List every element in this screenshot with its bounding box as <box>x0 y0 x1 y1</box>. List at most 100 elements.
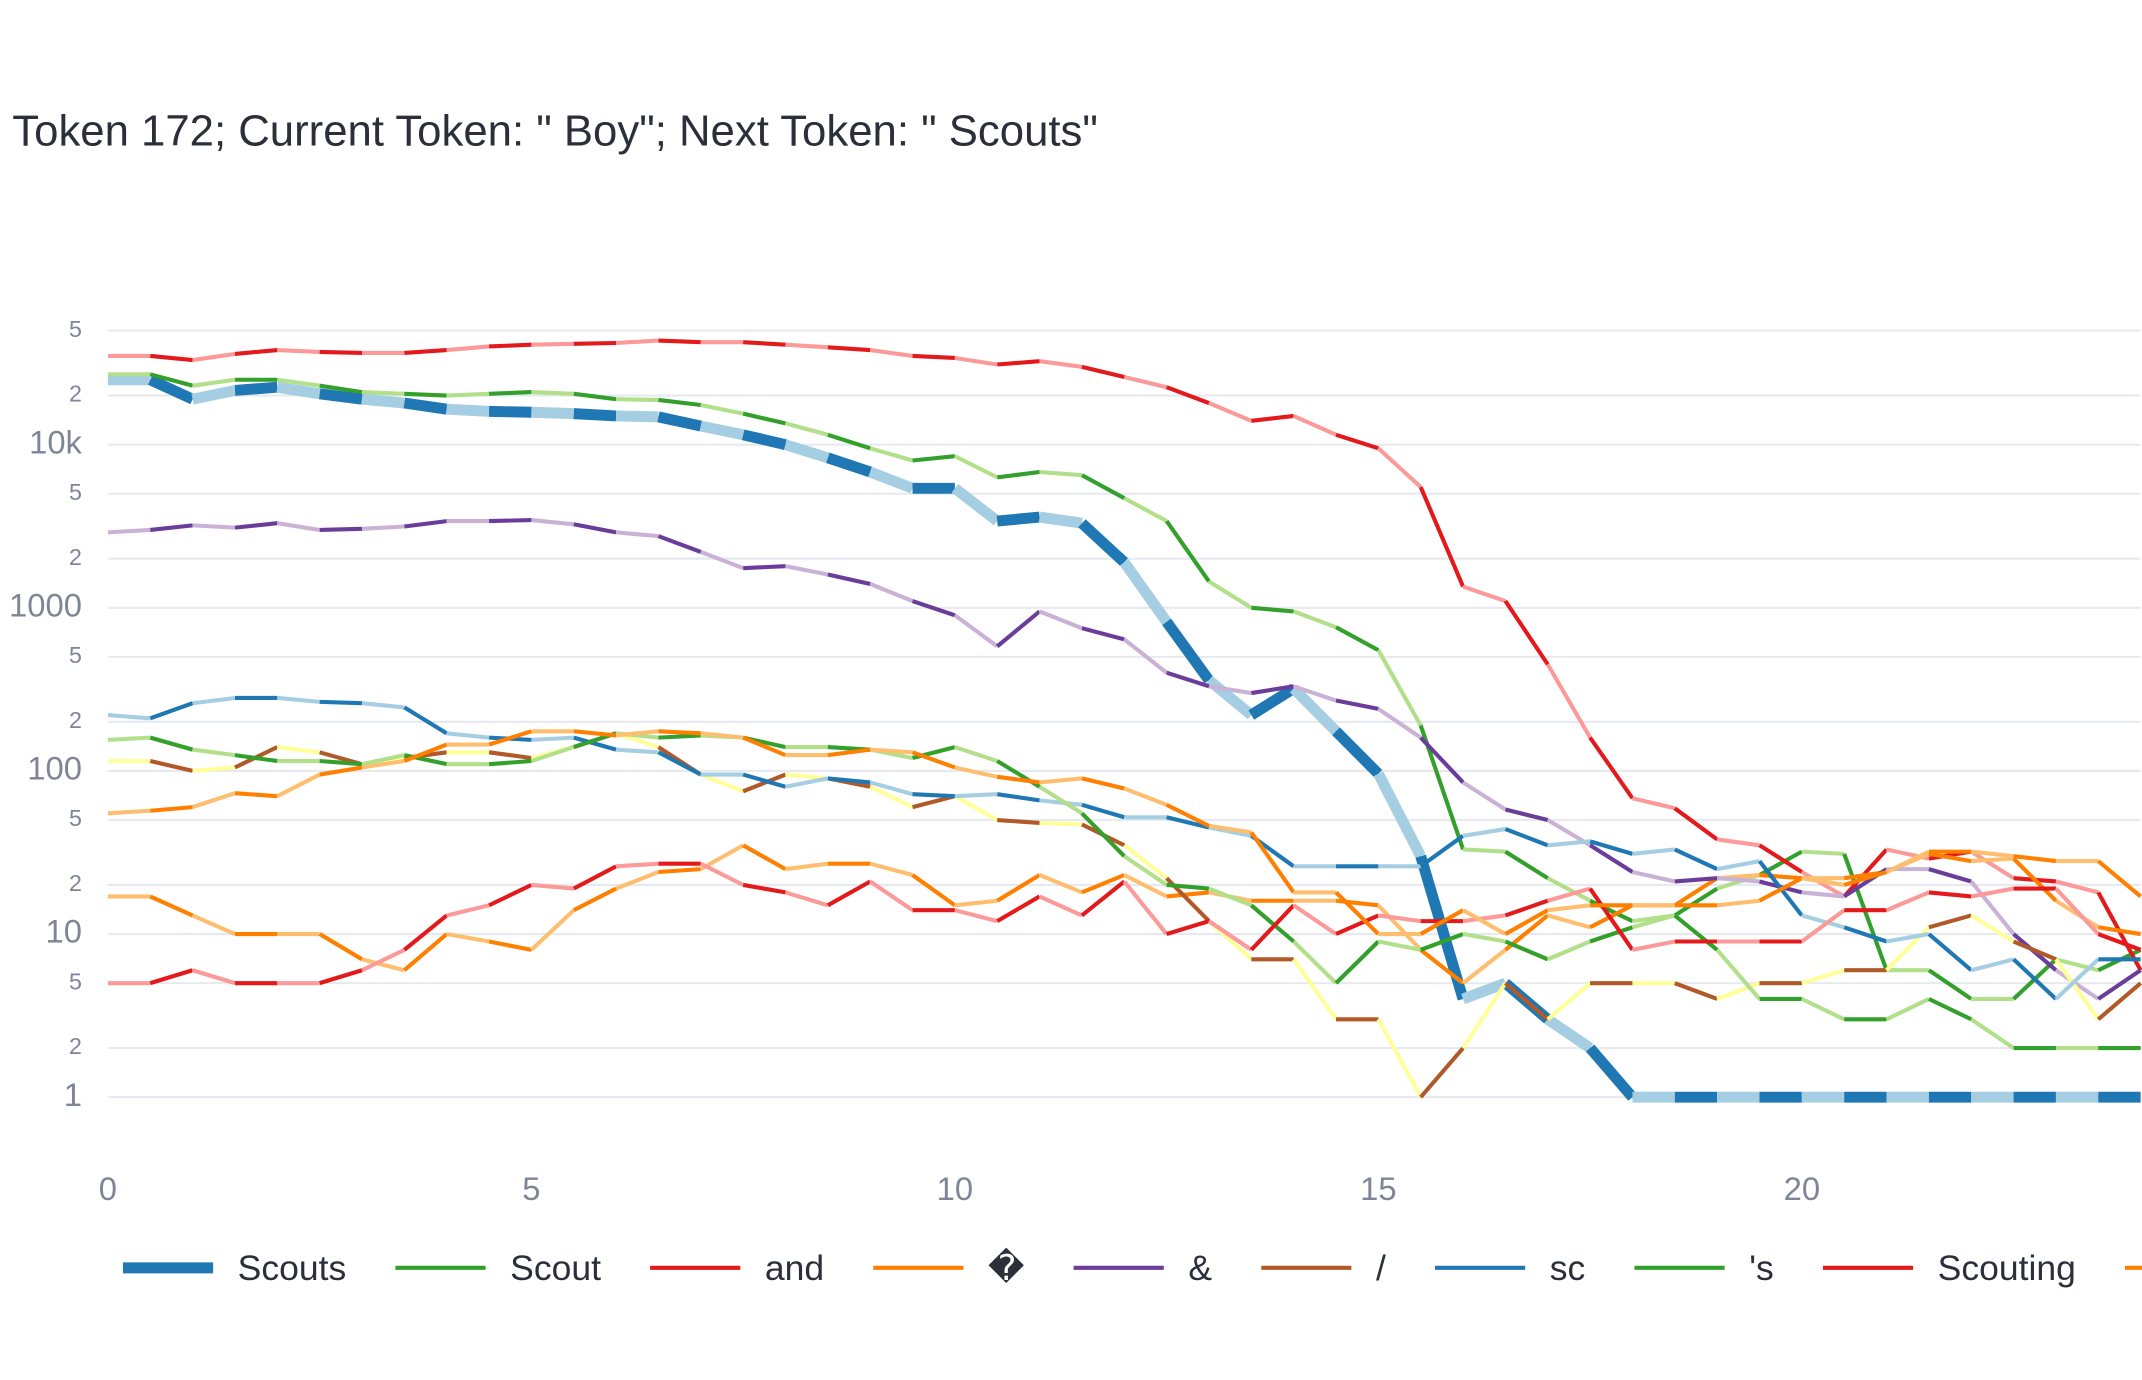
line-segment <box>531 882 574 891</box>
line-segment <box>1673 847 1719 871</box>
line-segment <box>1971 849 2014 859</box>
line-segment <box>1123 496 1168 523</box>
line-segment <box>1039 469 1083 478</box>
line-segment <box>1885 849 1930 874</box>
line-segment <box>826 452 872 478</box>
line-segment <box>446 344 490 353</box>
line-segment <box>658 397 702 408</box>
line-segment <box>1292 414 1337 437</box>
line-segment <box>149 701 194 721</box>
line-segment <box>107 713 151 721</box>
line-segment <box>996 774 1040 785</box>
line-segment <box>318 388 363 405</box>
line-segment <box>1164 519 1211 583</box>
line-segment <box>1292 940 1338 985</box>
line-segment <box>234 753 278 764</box>
y-tick-label: 2 <box>69 544 82 570</box>
line-segment <box>1080 473 1126 500</box>
line-segment <box>1547 913 1591 930</box>
line-segment <box>1800 870 1846 899</box>
line-segment <box>1376 903 1423 952</box>
line-segment <box>234 521 278 530</box>
line-segment <box>954 792 998 799</box>
line-segment <box>699 420 745 441</box>
line-segment <box>784 421 829 437</box>
series-line <box>107 338 2142 972</box>
line-segment <box>827 345 871 353</box>
line-segment <box>531 406 574 420</box>
y-tick-label: 2 <box>69 1033 82 1059</box>
line-segment <box>1801 913 1845 930</box>
line-segment <box>2054 968 2100 1001</box>
line-segment <box>149 372 194 388</box>
line-segment <box>531 390 574 396</box>
line-segment <box>953 454 999 480</box>
line-segment <box>700 772 744 794</box>
line-segment <box>1885 997 1930 1022</box>
line-segment <box>107 735 151 742</box>
line-segment <box>361 948 406 973</box>
line-segment <box>1376 446 1423 489</box>
line-segment <box>488 405 532 418</box>
line-segment <box>1292 903 1338 936</box>
line-segment <box>2013 854 2057 864</box>
line-segment <box>1376 649 1423 727</box>
line-segment <box>658 867 701 875</box>
line-segment <box>742 882 786 895</box>
line-segment <box>403 397 448 415</box>
line-segment <box>488 939 532 952</box>
line-segment <box>1462 584 1507 603</box>
line-segment <box>1716 898 1760 908</box>
line-segment <box>1588 736 1635 800</box>
line-segment <box>1122 880 1169 936</box>
line-segment <box>1461 780 1507 812</box>
line-segment <box>911 873 957 907</box>
line-segment <box>742 772 787 789</box>
line-segment <box>149 735 194 752</box>
line-segment <box>191 913 236 936</box>
line-segment <box>827 776 871 785</box>
line-segment <box>1546 981 1592 1021</box>
line-segment <box>1462 908 1507 936</box>
line-segment <box>1292 609 1337 630</box>
line-segment <box>1119 559 1172 626</box>
line-segment <box>1335 432 1379 451</box>
line-segment <box>1673 876 1719 908</box>
line-segment <box>995 609 1041 648</box>
line-segment <box>783 439 830 464</box>
line-segment <box>150 523 193 532</box>
y-tick-label: 5 <box>69 316 82 342</box>
line-segment <box>573 391 617 402</box>
series-line <box>107 731 2141 1051</box>
line-segment <box>1928 867 1972 884</box>
line-segment <box>1674 876 1718 884</box>
y-tick-label: 1 <box>64 1076 82 1113</box>
line-segment <box>1248 683 1297 720</box>
line-segment <box>1078 519 1128 567</box>
line-segment <box>657 750 702 777</box>
line-segment <box>530 745 575 763</box>
line-segment <box>192 523 236 530</box>
line-segment <box>615 410 659 423</box>
line-segment <box>1080 879 1126 918</box>
line-segment <box>276 772 321 799</box>
x-tick-label: 10 <box>937 1170 973 1207</box>
line-segment <box>1461 978 1508 1005</box>
line-segment <box>1165 670 1210 689</box>
line-segment <box>404 391 447 398</box>
line-segment <box>572 886 618 913</box>
line-segment <box>743 564 786 571</box>
line-segment <box>1547 839 1591 848</box>
line-segment <box>1332 727 1383 778</box>
line-segment <box>1928 890 1972 899</box>
y-tick-label: 10 <box>46 913 82 950</box>
line-segment <box>319 383 363 395</box>
line-segment <box>1547 903 1591 913</box>
line-segment <box>361 957 405 973</box>
line-segment <box>276 521 320 532</box>
y-tick-label: 1000 <box>9 586 82 623</box>
line-segment <box>446 731 490 740</box>
line-segment <box>996 469 1040 480</box>
line-segment <box>1504 898 1549 918</box>
